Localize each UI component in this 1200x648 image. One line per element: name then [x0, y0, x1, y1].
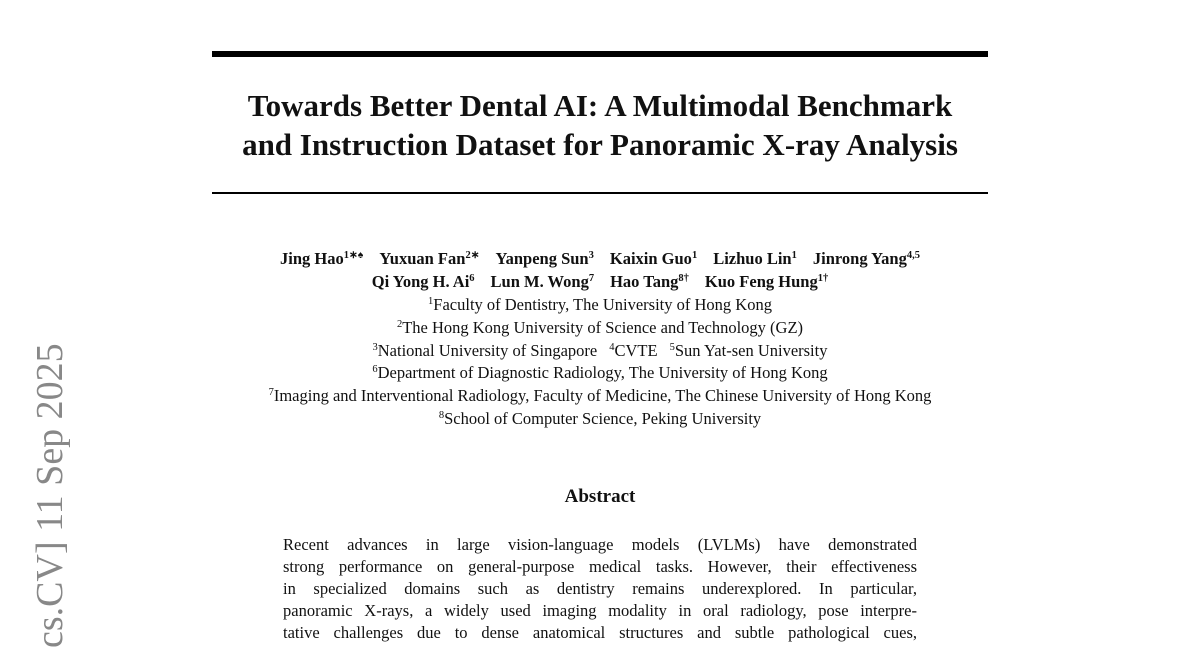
affiliation-mark: 2	[396, 318, 403, 330]
author: Kaixin Guo1	[610, 249, 697, 268]
author: Jing Hao1∗♠	[280, 249, 363, 268]
author-line: Qi Yong H. Ai6 Lun M. Wong7 Hao Tang8† Kuo …	[0, 271, 1200, 293]
title-rule	[212, 192, 988, 194]
affiliation: 4CVTE	[609, 341, 657, 360]
author-mark: 6	[469, 273, 475, 284]
affiliation-text: Department of Diagnostic Radiology, The …	[377, 363, 828, 383]
author-mark: 1†	[817, 273, 829, 284]
abstract-line: tative challenges due to dense anatomica…	[283, 623, 917, 642]
abstract-line: strong performance on general-purpose me…	[283, 557, 917, 576]
author: Kuo Feng Hung1†	[705, 272, 828, 291]
abstract-heading: Abstract	[564, 486, 636, 507]
affiliation-line: 2The Hong Kong University of Science and…	[0, 317, 1200, 339]
top-rule	[212, 51, 988, 57]
affiliation: 8School of Computer Science, Peking Univ…	[439, 409, 761, 428]
author-mark: 1∗♠	[343, 250, 364, 261]
affiliation-line: 8School of Computer Science, Peking Univ…	[0, 408, 1200, 430]
author-name: Jinrong Yang	[812, 249, 907, 268]
title-line: Towards Better Dental AI: A Multimodal B…	[247, 88, 953, 123]
affiliation: 6Department of Diagnostic Radiology, The…	[372, 363, 827, 382]
abstract-line: panoramic X-rays, a widely used imaging …	[283, 601, 917, 620]
author-name: Jing Hao	[280, 249, 344, 268]
author-name: Qi Yong H. Ai	[371, 272, 470, 291]
affiliation-mark: 8	[438, 410, 445, 421]
author-mark: 4,5	[906, 250, 920, 261]
author-name: Kuo Feng Hung	[704, 272, 818, 291]
affiliation: 1Faculty of Dentistry, The University of…	[428, 295, 772, 314]
affiliation-text: Faculty of Dentistry, The University of …	[433, 295, 772, 314]
author: Yuxuan Fan2∗	[379, 249, 479, 268]
author: Hao Tang8†	[610, 272, 689, 291]
author-name: Yuxuan Fan	[379, 249, 466, 268]
affiliation-line: 3National University of Singapore 4CVTE 5S…	[0, 340, 1200, 362]
affiliation: 3National University of Singapore	[373, 341, 598, 360]
affiliation: 2The Hong Kong University of Science and…	[397, 318, 803, 337]
author-name: Yanpeng Sun	[495, 249, 589, 268]
title-line: and Instruction Dataset for Panoramic X-…	[242, 127, 958, 162]
affiliation-mark: 3	[372, 341, 378, 353]
author-name: Lun M. Wong	[490, 272, 589, 291]
author-name: Lizhuo Lin	[713, 249, 792, 268]
affiliation-text: Imaging and Interventional Radiology, Fa…	[273, 386, 932, 406]
author-name: Hao Tang	[610, 272, 679, 291]
affiliation: 7Imaging and Interventional Radiology, F…	[269, 386, 932, 405]
author: Lun M. Wong7	[491, 272, 595, 291]
affiliation: 5Sun Yat-sen University	[670, 341, 828, 360]
abstract-line: in specialized domains such as dentistry…	[283, 579, 917, 598]
author-line: Jing Hao1∗♠ Yuxuan Fan2∗ Yanpeng Sun3 Kaixi…	[0, 248, 1200, 270]
author-mark: 1	[791, 250, 797, 261]
author-mark: 8†	[678, 273, 689, 284]
affiliation-text: CVTE	[614, 340, 658, 360]
author: Qi Yong H. Ai6	[372, 272, 475, 291]
affiliation-line: 7Imaging and Interventional Radiology, F…	[0, 385, 1200, 407]
affiliation-text: The Hong Kong University of Science and …	[402, 317, 804, 337]
affiliation-text: School of Computer Science, Peking Unive…	[444, 409, 762, 428]
affiliation-mark: 5	[669, 341, 675, 353]
author-mark: 7	[588, 273, 595, 284]
affiliation-text: National University of Singapore	[377, 340, 598, 360]
author-name: Kaixin Guo	[609, 249, 692, 268]
affiliation-mark: 1	[428, 296, 434, 307]
affiliation-line: 6Department of Diagnostic Radiology, The…	[0, 362, 1200, 384]
affiliation-line: 1Faculty of Dentistry, The University of…	[0, 294, 1200, 316]
author: Lizhuo Lin1	[713, 249, 797, 268]
author-mark: 2∗	[465, 250, 480, 261]
affiliation-mark: 6	[372, 364, 378, 376]
author-mark: 1	[691, 250, 698, 261]
author-mark: 3	[588, 250, 594, 261]
affiliation-mark: 7	[268, 387, 274, 399]
author: Jinrong Yang4,5	[813, 249, 920, 268]
abstract-line: Recent advances in large vision-language…	[283, 535, 917, 554]
affiliation-text: Sun Yat-sen University	[674, 340, 828, 360]
author: Yanpeng Sun3	[496, 249, 594, 268]
affiliation-mark: 4	[609, 341, 615, 353]
